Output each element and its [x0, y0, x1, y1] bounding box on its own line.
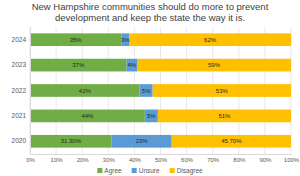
bar: [140, 84, 153, 97]
data-label: 23%: [136, 138, 149, 144]
bar: [129, 33, 291, 46]
axis-line: [31, 154, 292, 155]
legend-swatch: [97, 168, 102, 173]
tick-label: 2020: [12, 137, 27, 144]
tick-label: 2024: [12, 36, 27, 43]
tick: 2021: [12, 112, 30, 119]
tick-label: 100%: [284, 157, 300, 163]
tick-label: 90%: [259, 157, 272, 163]
tick: 60%: [181, 154, 194, 163]
tick-label: 60%: [181, 157, 194, 163]
legend: Agree Unsure Disagree: [97, 167, 203, 175]
legend-item: Disagree: [170, 167, 203, 175]
data-label: 44%: [81, 113, 94, 119]
data-label: 45.70%: [221, 138, 242, 144]
bar: [30, 84, 140, 97]
grid-line: [30, 27, 31, 154]
bar: [172, 135, 291, 148]
data-label: 3%: [121, 37, 130, 43]
series-bars: [129, 33, 291, 147]
tick: 20%: [77, 154, 90, 163]
bar: [137, 59, 291, 72]
tick-label: 0%: [26, 157, 35, 163]
chart: New Hampshire communities should do more…: [0, 0, 300, 176]
tick: 2024: [12, 36, 30, 43]
legend-swatch: [132, 168, 137, 173]
bar: [30, 33, 121, 46]
axis-line: [30, 28, 31, 155]
data-label: 5%: [142, 88, 151, 94]
plot: 35% 37% 42% 44% 31.30% 3% 4% 5% 5% 23% 62% 59% 53% 51…: [12, 27, 300, 163]
tick: 40%: [129, 154, 142, 163]
tick: 70%: [207, 154, 220, 163]
bar: [153, 84, 291, 97]
background: [0, 0, 300, 176]
tick-label: 20%: [77, 157, 90, 163]
bar: [127, 59, 137, 72]
bar: [30, 59, 127, 72]
y-axis: 2024 2023 2022 2021 2020: [12, 28, 31, 155]
data-label: 35%: [70, 37, 83, 43]
data-label: 42%: [79, 88, 92, 94]
tick: 30%: [103, 154, 116, 163]
data-label: 51%: [218, 113, 231, 119]
data-label: 31.30%: [61, 138, 82, 144]
bars: [30, 33, 291, 147]
tick-label: 2023: [12, 61, 27, 68]
bar: [158, 110, 291, 123]
data-label: 37%: [72, 62, 85, 68]
legend-label: Disagree: [177, 167, 203, 175]
tick-label: 2021: [12, 112, 27, 119]
data-label: 5%: [147, 113, 156, 119]
legend-item: Agree: [97, 167, 122, 175]
bar: [30, 135, 112, 148]
bar: [30, 110, 145, 123]
tick-label: 70%: [207, 157, 220, 163]
x-axis: 0% 10% 20% 30% 40% 50% 60% 70% 80% 90% 100%: [26, 154, 300, 163]
data-label: 62%: [204, 37, 217, 43]
tick-label: 40%: [129, 157, 142, 163]
tick: 10%: [51, 154, 64, 163]
data-label: 53%: [216, 88, 229, 94]
tick: 80%: [233, 154, 246, 163]
tick-label: 30%: [103, 157, 116, 163]
tick: 2023: [12, 61, 30, 68]
tick-label: 50%: [155, 157, 168, 163]
data-labels: 35% 37% 42% 44% 31.30% 3% 4% 5% 5% 23% 62% 59% 53% 51…: [61, 37, 243, 145]
data-label: 59%: [208, 62, 221, 68]
tick-label: 80%: [233, 157, 246, 163]
legend-label: Unsure: [139, 167, 160, 174]
legend-label: Agree: [104, 167, 122, 175]
tick-label: 2022: [12, 87, 27, 94]
tick: 2022: [12, 87, 30, 94]
title: New Hampshire communities should do more…: [32, 1, 269, 23]
tick: 100%: [284, 154, 300, 163]
data-label: 4%: [127, 62, 136, 68]
tick: 0%: [26, 154, 35, 163]
legend-swatch: [170, 168, 175, 173]
tick-label: 10%: [51, 157, 64, 163]
legend-item: Unsure: [132, 167, 160, 174]
tick: 50%: [155, 154, 168, 163]
series-bars: [30, 33, 145, 147]
bar: [145, 110, 158, 123]
tick: 90%: [259, 154, 272, 163]
grid: [30, 27, 291, 154]
tick: 2020: [12, 137, 30, 144]
bar: [112, 135, 172, 148]
